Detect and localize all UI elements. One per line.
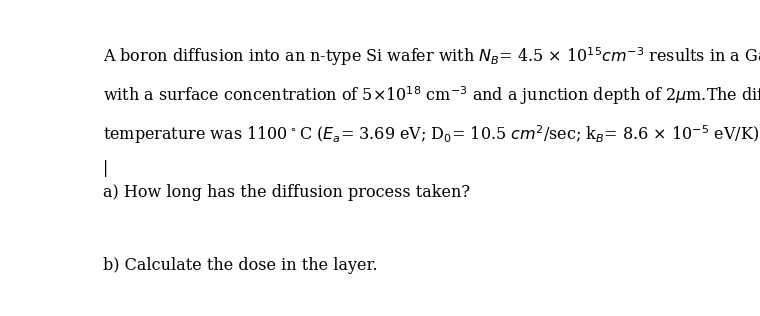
Text: b) Calculate the dose in the layer.: b) Calculate the dose in the layer. [103,257,377,274]
Text: temperature was 1100$^\circ$C ($E_a$= 3.69 eV; D$_0$= 10.5 $cm^2$/sec; k$_B$= 8.: temperature was 1100$^\circ$C ($E_a$= 3.… [103,123,760,146]
Text: a) How long has the diffusion process taken?: a) How long has the diffusion process ta… [103,184,470,201]
Text: A boron diffusion into an n-type Si wafer with $N_B$= 4.5 $\times$ 10$^{15}$$cm^: A boron diffusion into an n-type Si wafe… [103,45,760,68]
Text: |: | [103,160,108,177]
Text: with a surface concentration of 5$\times$10$^{18}$ cm$^{-3}$ and a junction dept: with a surface concentration of 5$\times… [103,84,760,107]
